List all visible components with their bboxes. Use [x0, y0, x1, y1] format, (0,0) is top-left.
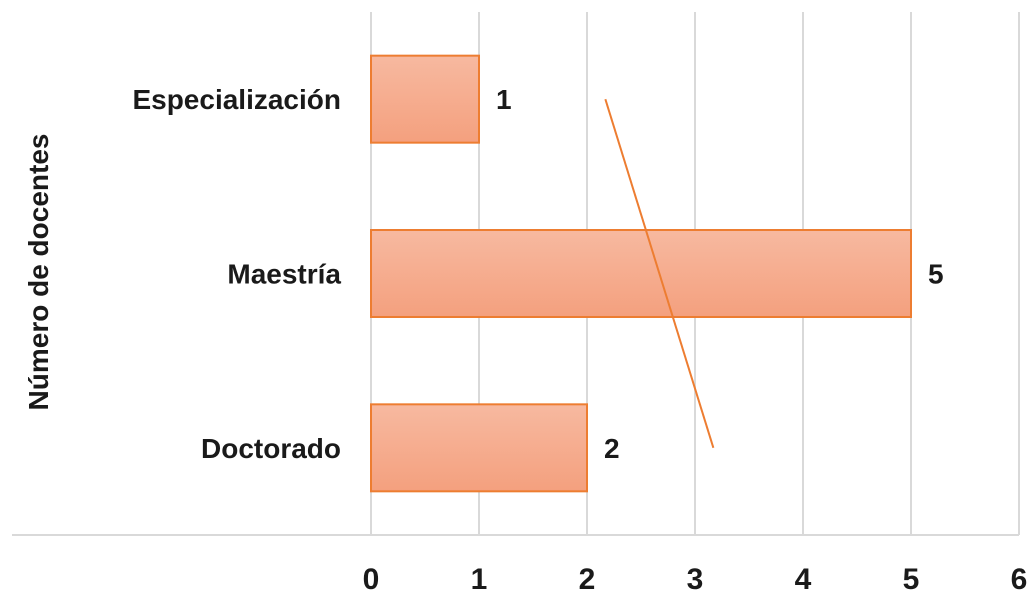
bars: [370, 54, 912, 493]
category-label: Maestría: [227, 259, 341, 290]
data-label: 5: [928, 259, 944, 290]
category-labels: Especialización Maestría Doctorado: [132, 84, 341, 464]
x-tick-label: 2: [579, 563, 596, 591]
data-label: 2: [604, 433, 620, 464]
x-tick-label: 4: [795, 563, 812, 591]
x-tick-label: 0: [363, 563, 380, 591]
data-labels: 1 5 2: [496, 84, 944, 464]
annotation-line: [604, 98, 715, 449]
category-label: Doctorado: [201, 433, 341, 464]
y-axis-title: Número de docentes: [23, 134, 54, 411]
x-tick-label: 5: [903, 563, 920, 591]
x-tick-label: 6: [1011, 563, 1028, 591]
bar-doctorado: [370, 403, 588, 493]
category-label: Especialización: [132, 84, 341, 115]
x-tick-labels: 0 1 2 3 4 5 6: [363, 563, 1028, 591]
x-tick-label: 1: [471, 563, 488, 591]
x-tick-label: 3: [687, 563, 704, 591]
data-label: 1: [496, 84, 512, 115]
bar-maestría: [370, 229, 912, 318]
bar-especialización: [370, 54, 480, 144]
